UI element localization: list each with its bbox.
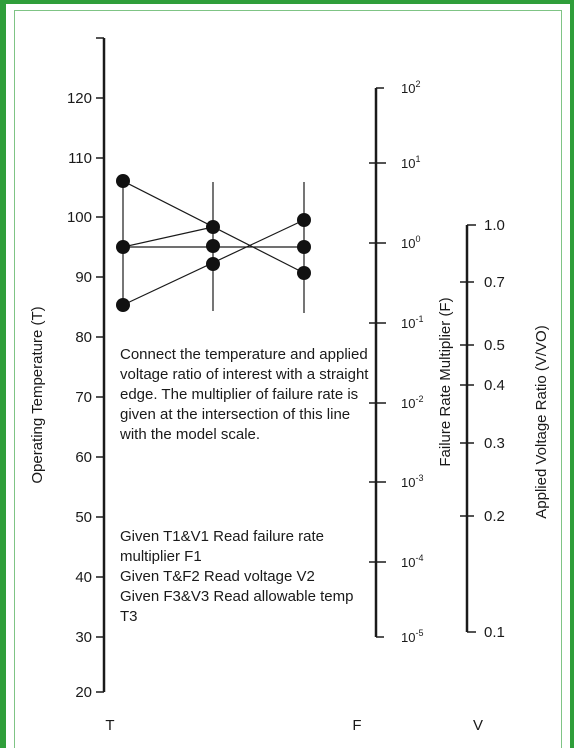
failure-rate-tick-exponent: -2 <box>415 394 423 404</box>
failure-rate-tick-base: 10 <box>401 555 415 570</box>
failure-rate-tick-label: 10-5 <box>401 628 423 645</box>
voltage-ratio-tick-label: 0.3 <box>484 435 505 452</box>
instruction-step: Given F3&V3 Read allowable temp T3 <box>120 588 354 625</box>
instruction-step: Given T1&V1 Read failure rate multiplier… <box>120 528 325 565</box>
voltage-ratio-scale: 1.0 0.7 0.5 0.4 0.3 0.2 0.1 Applied Voltage Ra… <box>460 217 550 734</box>
temperature-tick-label: 20 <box>75 684 92 701</box>
voltage-ratio-tick-label: 0.2 <box>484 508 505 525</box>
failure-rate-axis-label: Failure Rate Multiplier (F) <box>437 297 454 466</box>
instruction-step: Given T&F2 Read voltage V2 <box>120 568 315 585</box>
temperature-tick-label: 110 <box>68 150 92 167</box>
example-point <box>116 298 130 312</box>
failure-rate-tick-label: 10-2 <box>401 394 423 411</box>
temperature-scale: 120 110 100 90 80 70 60 50 40 30 20 Operating Temp… <box>29 37 115 734</box>
temperature-tick-label: 40 <box>75 569 92 586</box>
voltage-ratio-tick-label: 0.1 <box>484 624 505 641</box>
accent-bar-right <box>570 0 574 748</box>
failure-rate-tick-exponent: -4 <box>415 553 423 563</box>
example-point <box>206 220 220 234</box>
example-point <box>297 240 311 254</box>
example-point <box>116 240 130 254</box>
figure-border <box>14 10 562 748</box>
temperature-tick-label: 60 <box>75 449 92 466</box>
failure-rate-tick-base: 10 <box>401 156 415 171</box>
failure-rate-tick-base: 10 <box>401 396 415 411</box>
temperature-tick-label: 120 <box>67 90 92 107</box>
temperature-tick-label: 80 <box>75 329 92 346</box>
failure-rate-tick-exponent: -1 <box>415 314 423 324</box>
failure-rate-tick-exponent: 2 <box>415 79 420 89</box>
example-line-4 <box>122 226 214 248</box>
voltage-ratio-bottom-label: V <box>473 717 483 734</box>
voltage-ratio-tick-label: 0.7 <box>484 274 505 291</box>
failure-rate-tick-base: 10 <box>401 475 415 490</box>
failure-rate-tick-label: 10-3 <box>401 473 423 490</box>
instruction-steps: Given T1&V1 Read failure rate multiplier… <box>120 527 370 627</box>
voltage-ratio-tick-label: 0.5 <box>484 337 505 354</box>
failure-rate-tick-exponent: 1 <box>415 154 420 164</box>
temperature-tick-label: 70 <box>75 389 92 406</box>
example-points <box>116 174 311 312</box>
failure-rate-tick-base: 10 <box>401 316 415 331</box>
voltage-ratio-axis-label: Applied Voltage Ratio (V/VO) <box>533 325 550 518</box>
temperature-axis-label: Operating Temperature (T) <box>29 306 46 483</box>
failure-rate-tick-label: 102 <box>401 79 420 96</box>
temperature-tick-label: 90 <box>75 269 92 286</box>
failure-rate-tick-label: 101 <box>401 154 420 171</box>
example-point <box>297 266 311 280</box>
accent-bar-left <box>0 0 6 748</box>
instruction-text: Connect the temperature and applied volt… <box>120 345 370 445</box>
accent-bar-top <box>0 0 574 4</box>
failure-rate-tick-exponent: -3 <box>415 473 423 483</box>
failure-rate-tick-label: 100 <box>401 234 420 251</box>
voltage-ratio-tick-label: 1.0 <box>484 217 505 234</box>
instruction-main: Connect the temperature and applied volt… <box>120 346 369 443</box>
example-point <box>297 213 311 227</box>
example-point <box>206 257 220 271</box>
example-point <box>206 239 220 253</box>
failure-rate-tick-base: 10 <box>401 81 415 96</box>
example-point <box>116 174 130 188</box>
temperature-tick-label: 100 <box>67 209 92 226</box>
failure-rate-tick-base: 10 <box>401 630 415 645</box>
temperature-tick-label: 50 <box>75 509 92 526</box>
failure-rate-tick-exponent: -5 <box>415 628 423 638</box>
failure-rate-bottom-label: F <box>352 717 361 734</box>
failure-rate-tick-label: 10-1 <box>401 314 423 331</box>
temperature-tick-label: 30 <box>75 629 92 646</box>
failure-rate-tick-base: 10 <box>401 236 415 251</box>
failure-rate-tick-label: 10-4 <box>401 553 423 570</box>
voltage-ratio-tick-label: 0.4 <box>484 377 505 394</box>
temperature-bottom-label: T <box>105 717 114 734</box>
failure-rate-tick-exponent: 0 <box>415 234 420 244</box>
